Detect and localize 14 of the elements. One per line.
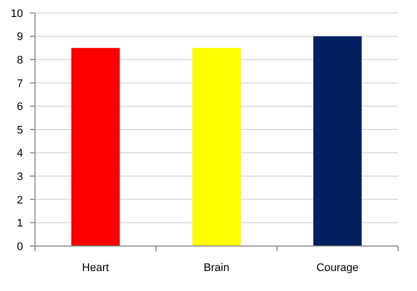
y-tick-label: 7 [16,78,23,90]
y-tick-label: 3 [16,170,23,183]
y-tick-label: 2 [16,194,23,206]
y-tick-label: 5 [16,124,23,136]
x-tick-label: Heart [82,262,109,274]
y-tick-label: 6 [16,101,23,114]
y-tick-label: 9 [16,31,23,44]
y-tick-label: 10 [10,8,23,20]
y-tick-label: 1 [16,218,23,230]
x-tick-label: Brain [204,262,230,274]
y-tick-label: 4 [16,148,23,160]
y-tick-label: 0 [16,240,23,253]
y-tick-label: 8 [16,54,23,66]
x-tick-label: Courage [316,262,359,274]
